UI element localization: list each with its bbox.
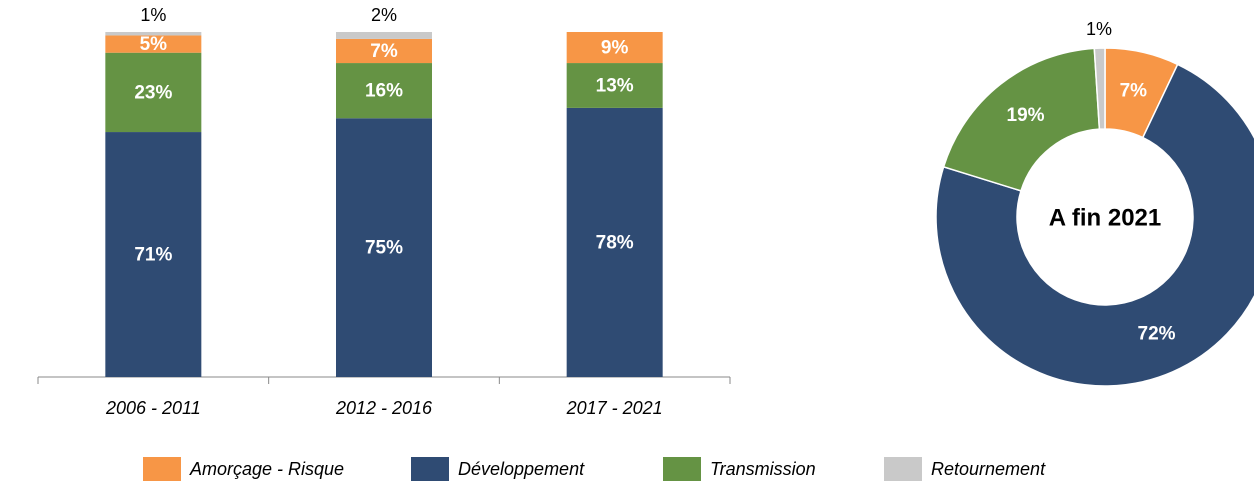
legend-swatch (143, 457, 181, 481)
donut-slice (935, 63, 1254, 387)
legend-label: Transmission (710, 459, 816, 479)
donut-center-label: A fin 2021 (1049, 204, 1162, 231)
donut-slice (942, 47, 1101, 192)
data-label: 71% (134, 245, 172, 266)
bar-segment (336, 32, 432, 39)
data-label: 9% (601, 38, 629, 59)
data-label: 13% (596, 75, 634, 96)
bar-segment (105, 35, 202, 53)
bar-segment (566, 32, 663, 64)
bar-segment (336, 118, 432, 377)
data-label: 7% (1120, 81, 1148, 102)
data-label: 23% (134, 82, 172, 103)
legend-label: Amorçage - Risque (189, 459, 344, 479)
bar-segment (105, 32, 202, 36)
data-label: 2% (371, 5, 397, 25)
bar-segment (105, 132, 202, 377)
legend-swatch (663, 457, 701, 481)
x-tick-label: 2017 - 2021 (566, 398, 663, 418)
x-tick-label: 2012 - 2016 (335, 398, 433, 418)
bar-segment (336, 63, 432, 119)
data-label: 1% (140, 5, 166, 25)
data-label: 75% (365, 238, 403, 259)
bar-segment (336, 38, 432, 64)
bar-segment (566, 63, 663, 108)
legend-swatch (884, 457, 922, 481)
data-label: 78% (596, 232, 634, 253)
data-label: 5% (140, 34, 168, 55)
data-label: 1% (1086, 19, 1112, 39)
donut-slice (1093, 47, 1106, 130)
data-label: 16% (365, 81, 403, 102)
data-label: 72% (1138, 324, 1176, 345)
data-label: 19% (1007, 105, 1045, 126)
bar-segment (566, 107, 663, 378)
legend-label: Développement (458, 459, 585, 479)
x-tick-label: 2006 - 2011 (105, 398, 201, 418)
data-label: 7% (370, 41, 398, 62)
legend-label: Retournement (931, 459, 1046, 479)
bar-segment (105, 52, 202, 133)
legend-swatch (411, 457, 449, 481)
